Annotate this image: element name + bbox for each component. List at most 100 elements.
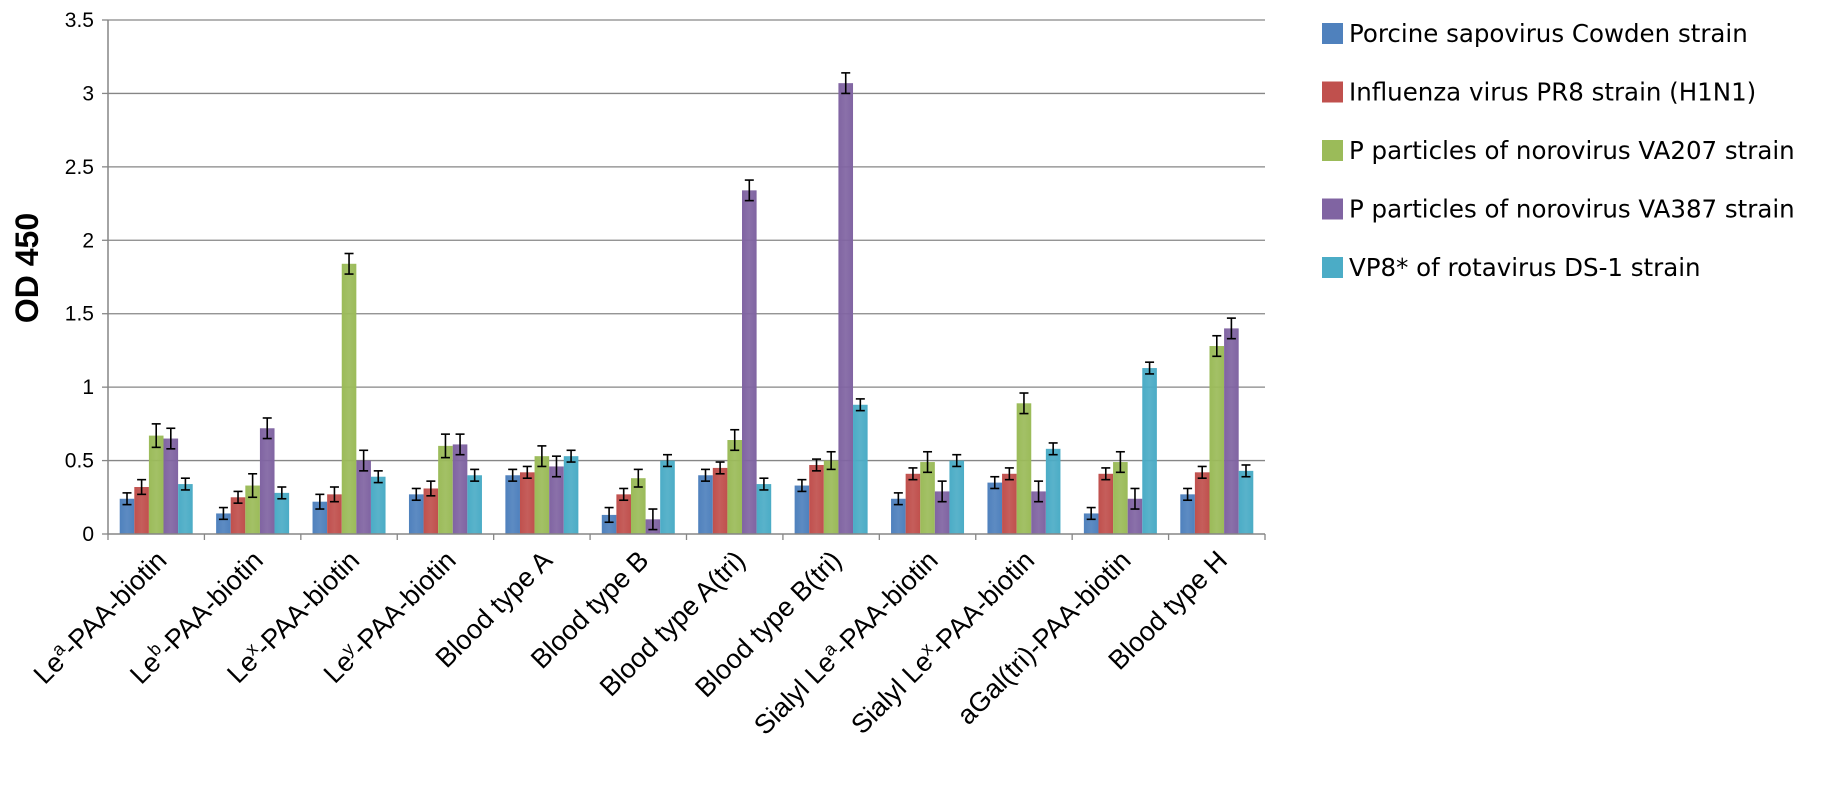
error-bar bbox=[248, 472, 258, 499]
bar bbox=[341, 263, 357, 534]
legend-swatch bbox=[1322, 257, 1343, 278]
error-bar bbox=[522, 465, 532, 479]
bar bbox=[1045, 448, 1061, 534]
error-bar bbox=[662, 453, 672, 468]
bar bbox=[134, 487, 149, 534]
bar bbox=[1238, 470, 1254, 534]
bar bbox=[408, 494, 424, 534]
bar bbox=[1098, 473, 1114, 534]
bar bbox=[505, 475, 520, 534]
legend-entry: P particles of norovirus VA207 strain bbox=[1322, 136, 1795, 165]
bar bbox=[148, 435, 164, 534]
bar bbox=[838, 83, 854, 535]
error-bar bbox=[1034, 480, 1044, 503]
error-bar bbox=[218, 506, 228, 521]
error-bar bbox=[122, 492, 132, 506]
bar bbox=[1142, 368, 1157, 534]
bar bbox=[178, 484, 193, 534]
error-bar bbox=[715, 461, 725, 475]
y-tick-label: 1 bbox=[82, 376, 94, 399]
legend-entry: Porcine sapovirus Cowden strain bbox=[1322, 19, 1748, 48]
error-bar bbox=[619, 487, 629, 502]
bar bbox=[891, 498, 906, 534]
legend-swatch bbox=[1322, 23, 1343, 44]
error-bar bbox=[262, 417, 272, 440]
legend-swatch bbox=[1322, 140, 1343, 161]
error-bar bbox=[633, 468, 643, 488]
error-bar bbox=[744, 179, 754, 202]
error-bar bbox=[440, 433, 450, 459]
error-bar bbox=[1019, 392, 1029, 415]
error-bar bbox=[604, 506, 614, 524]
error-bar bbox=[470, 468, 480, 482]
bar bbox=[534, 456, 550, 534]
bar bbox=[616, 494, 631, 534]
y-tick-label: 2.5 bbox=[65, 156, 94, 179]
error-bar bbox=[315, 493, 325, 510]
bar bbox=[438, 445, 453, 534]
error-bar bbox=[455, 433, 465, 456]
error-bar bbox=[812, 458, 822, 472]
error-bar bbox=[508, 468, 518, 482]
error-bar bbox=[151, 423, 161, 449]
legend-swatch bbox=[1322, 81, 1343, 103]
bar bbox=[1127, 498, 1143, 534]
y-tick-label: 2 bbox=[82, 229, 94, 252]
axes bbox=[107, 20, 1266, 540]
error-bar bbox=[1048, 442, 1058, 456]
x-category-label: aGal(tri)-PAA-biotin bbox=[951, 545, 1136, 730]
error-bar bbox=[137, 478, 147, 496]
y-axis-ticks: 0 0.5 1 1.5 2 2.5 3 3.5 bbox=[65, 9, 108, 546]
error-bar bbox=[537, 445, 547, 468]
bar bbox=[1016, 403, 1032, 534]
legend-entry: P particles of norovirus VA387 strain bbox=[1322, 195, 1795, 224]
error-bar bbox=[923, 450, 933, 474]
error-bar bbox=[566, 449, 576, 463]
error-bar bbox=[1183, 487, 1193, 502]
bars bbox=[119, 72, 1254, 535]
error-bar bbox=[359, 449, 369, 472]
bar bbox=[987, 482, 1003, 534]
error-bar bbox=[937, 480, 947, 503]
y-tick-label: 3 bbox=[82, 82, 94, 105]
error-bar bbox=[166, 427, 176, 450]
error-bar bbox=[344, 252, 354, 275]
bar bbox=[698, 475, 713, 534]
bar bbox=[660, 460, 675, 534]
bar bbox=[327, 494, 342, 534]
error-bar bbox=[841, 72, 851, 95]
bar bbox=[230, 497, 246, 534]
y-axis-label: OD 450 bbox=[9, 213, 45, 323]
bar bbox=[1113, 462, 1128, 534]
error-bar bbox=[826, 450, 836, 471]
error-bar bbox=[277, 486, 287, 500]
bar bbox=[794, 485, 810, 534]
error-bar bbox=[411, 487, 421, 502]
error-bar bbox=[1130, 487, 1140, 510]
bar bbox=[809, 464, 824, 534]
y-tick-label: 3.5 bbox=[65, 9, 94, 32]
legend-label: VP8* of rotavirus DS-1 strain bbox=[1349, 253, 1701, 282]
bar bbox=[742, 190, 757, 534]
error-bar bbox=[855, 398, 865, 412]
legend-swatch bbox=[1322, 198, 1343, 220]
error-bar bbox=[1145, 361, 1155, 375]
x-category-label: Sialyl Lex-PAA-biotin bbox=[844, 544, 1040, 740]
bar bbox=[119, 498, 135, 534]
legend: Porcine sapovirus Cowden strain Influenza… bbox=[1322, 19, 1795, 282]
x-category-label: Sialyl Lea-PAA-biotin bbox=[747, 544, 944, 741]
bar bbox=[452, 444, 468, 534]
x-axis-categories: Lea-PAA-biotinLeb-PAA-biotinLex-PAA-biot… bbox=[28, 544, 1233, 741]
bar bbox=[370, 476, 386, 534]
y-tick-label: 0.5 bbox=[65, 450, 94, 473]
error-bar bbox=[329, 486, 339, 503]
error-bar bbox=[1197, 465, 1207, 479]
error-bar bbox=[1241, 464, 1251, 478]
error-bar bbox=[1086, 506, 1096, 521]
error-bar bbox=[1101, 467, 1111, 481]
error-bar bbox=[426, 480, 436, 497]
bar bbox=[823, 460, 839, 534]
legend-label: Porcine sapovirus Cowden strain bbox=[1349, 19, 1748, 48]
legend-label: P particles of norovirus VA207 strain bbox=[1349, 136, 1795, 165]
